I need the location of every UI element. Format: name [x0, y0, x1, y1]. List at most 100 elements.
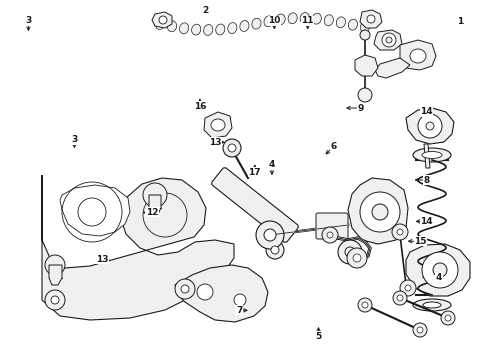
Circle shape	[362, 302, 368, 308]
Ellipse shape	[211, 119, 225, 131]
Ellipse shape	[423, 302, 441, 308]
Circle shape	[422, 252, 458, 288]
Circle shape	[441, 311, 455, 325]
Ellipse shape	[240, 21, 249, 31]
Text: 17: 17	[248, 168, 261, 177]
Circle shape	[271, 246, 279, 254]
Polygon shape	[400, 40, 436, 70]
Circle shape	[347, 248, 367, 268]
Circle shape	[433, 263, 447, 277]
Circle shape	[175, 279, 195, 299]
Circle shape	[322, 227, 338, 243]
Polygon shape	[424, 144, 430, 168]
Circle shape	[327, 232, 333, 238]
Text: 15: 15	[414, 237, 427, 246]
Text: 1: 1	[458, 17, 464, 26]
Circle shape	[418, 114, 442, 138]
Circle shape	[393, 291, 407, 305]
Text: 14: 14	[420, 217, 433, 226]
Ellipse shape	[300, 13, 309, 23]
Polygon shape	[149, 195, 161, 214]
Circle shape	[397, 229, 403, 235]
Circle shape	[445, 315, 451, 321]
Circle shape	[358, 298, 372, 312]
Ellipse shape	[367, 15, 375, 23]
Circle shape	[360, 30, 370, 40]
Text: 13: 13	[96, 255, 108, 264]
Ellipse shape	[410, 49, 426, 63]
Ellipse shape	[159, 16, 167, 24]
Text: 2: 2	[203, 6, 209, 15]
Text: 3: 3	[25, 17, 31, 26]
Ellipse shape	[264, 16, 273, 27]
Ellipse shape	[361, 22, 369, 32]
Ellipse shape	[155, 19, 165, 30]
Polygon shape	[60, 185, 130, 236]
Polygon shape	[204, 112, 232, 138]
Circle shape	[51, 296, 59, 304]
Circle shape	[345, 247, 355, 257]
Polygon shape	[375, 58, 410, 78]
Circle shape	[358, 88, 372, 102]
Text: 7: 7	[236, 306, 243, 315]
Text: 13: 13	[209, 138, 222, 147]
Circle shape	[426, 122, 434, 130]
Text: 4: 4	[269, 161, 275, 170]
Text: 11: 11	[301, 17, 314, 26]
Circle shape	[45, 290, 65, 310]
FancyBboxPatch shape	[316, 213, 348, 239]
Circle shape	[264, 229, 276, 241]
Ellipse shape	[168, 21, 176, 32]
Circle shape	[256, 221, 284, 249]
Circle shape	[223, 139, 241, 157]
Circle shape	[397, 295, 403, 301]
Polygon shape	[175, 265, 268, 322]
FancyBboxPatch shape	[212, 168, 298, 242]
Polygon shape	[152, 12, 172, 28]
Ellipse shape	[288, 13, 297, 24]
Polygon shape	[360, 10, 382, 28]
Ellipse shape	[312, 13, 321, 24]
Polygon shape	[406, 244, 470, 296]
Text: 9: 9	[358, 104, 365, 113]
Circle shape	[234, 294, 246, 306]
Circle shape	[372, 204, 388, 220]
Ellipse shape	[324, 15, 333, 26]
Ellipse shape	[216, 24, 225, 35]
Circle shape	[413, 323, 427, 337]
Text: 5: 5	[316, 332, 321, 341]
Circle shape	[417, 327, 423, 333]
Polygon shape	[406, 108, 454, 144]
Ellipse shape	[252, 18, 261, 29]
Polygon shape	[42, 175, 234, 320]
Circle shape	[405, 285, 411, 291]
Ellipse shape	[382, 33, 396, 47]
Ellipse shape	[422, 152, 442, 158]
Text: 6: 6	[330, 143, 336, 152]
Circle shape	[266, 241, 284, 259]
Text: 12: 12	[146, 208, 158, 217]
Ellipse shape	[276, 14, 285, 25]
Circle shape	[400, 280, 416, 296]
Text: 16: 16	[194, 102, 206, 111]
Text: 8: 8	[423, 176, 429, 185]
Circle shape	[338, 240, 362, 264]
Ellipse shape	[348, 19, 358, 30]
Circle shape	[143, 183, 167, 207]
Ellipse shape	[228, 23, 237, 33]
Circle shape	[181, 285, 189, 293]
Ellipse shape	[386, 37, 392, 43]
Circle shape	[228, 144, 236, 152]
Circle shape	[353, 254, 361, 262]
Polygon shape	[348, 178, 408, 244]
Polygon shape	[49, 265, 62, 285]
Circle shape	[45, 255, 65, 275]
Ellipse shape	[192, 24, 201, 35]
Ellipse shape	[179, 23, 189, 34]
Ellipse shape	[336, 17, 345, 28]
Text: 3: 3	[72, 135, 77, 144]
Circle shape	[360, 192, 400, 232]
Text: 4: 4	[436, 273, 442, 282]
Ellipse shape	[204, 24, 213, 35]
Polygon shape	[374, 30, 402, 50]
